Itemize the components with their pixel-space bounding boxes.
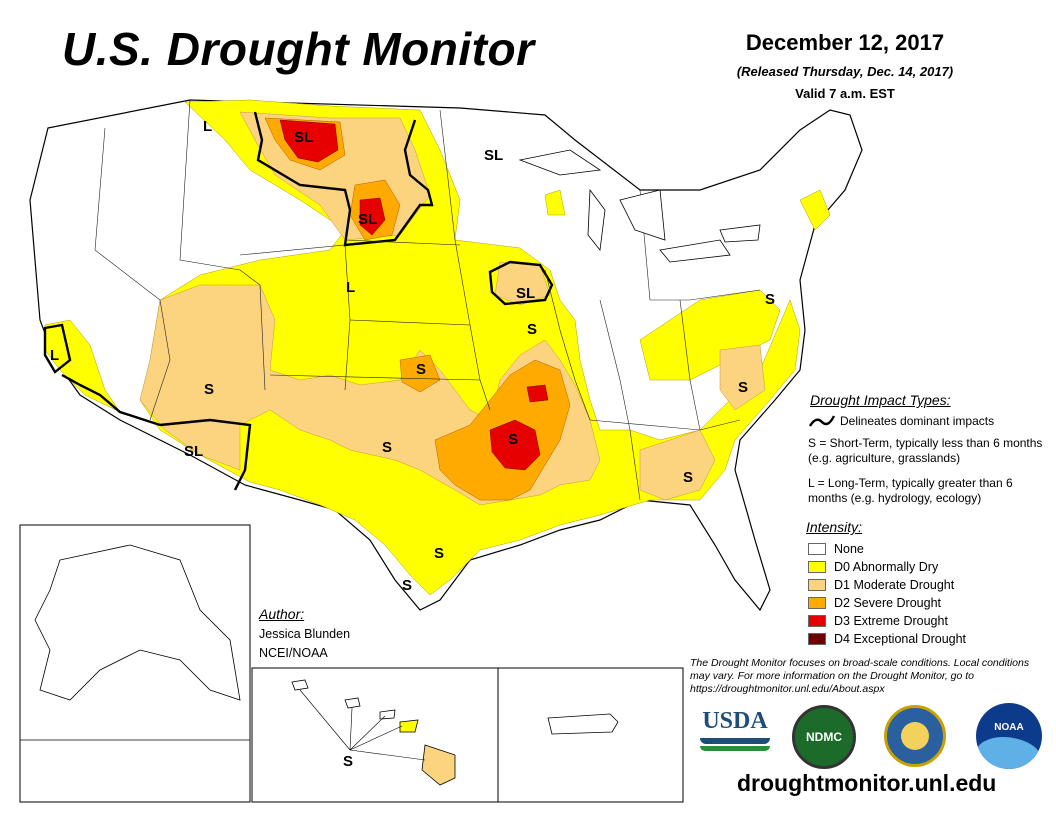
noaa-logo-text: NOAA (994, 721, 1024, 733)
label-hi-s: S (343, 753, 353, 770)
legend-label: D3 Extreme Drought (834, 614, 948, 628)
state-lines (94, 99, 761, 501)
disclaimer-note: The Drought Monitor focuses on broad-sca… (690, 657, 1030, 695)
label-mt-sl: SL (294, 129, 313, 146)
great-lakes (518, 149, 761, 263)
author-title: Author: (259, 606, 305, 622)
label-ne-l: L (346, 279, 355, 296)
label-tx-s1: S (382, 439, 392, 456)
impact-line-sample (808, 415, 836, 427)
legend-label: D2 Severe Drought (834, 596, 942, 610)
map-date: December 12, 2017 (745, 30, 945, 55)
map-labels: SL SL SL SL SL S L L L S S S S S S S S S (50, 118, 775, 594)
legend-swatch (808, 561, 826, 573)
legend-swatch (808, 615, 826, 627)
intensity-legend: None D0 Abnormally Dry D1 Moderate Droug… (808, 540, 966, 648)
noaa-logo: NOAA (976, 703, 1042, 769)
impact-short-term: S = Short-Term, typically less than 6 mo… (808, 436, 1043, 465)
label-nc-s: S (738, 379, 748, 396)
impact-types-title: Drought Impact Types: (810, 392, 951, 408)
legend-swatch (808, 597, 826, 609)
hawaii-islands (291, 679, 456, 786)
label-tx-s3: S (402, 577, 412, 594)
doc-seal-logo (884, 705, 946, 767)
d3-regions (279, 119, 549, 471)
usda-logo-text: USDA (702, 708, 768, 734)
label-ar-s: S (508, 431, 518, 448)
label-ia-sl: SL (516, 285, 535, 302)
label-mn-sl: SL (484, 147, 503, 164)
label-mo-s: S (527, 321, 537, 338)
legend-item: D0 Abnormally Dry (808, 558, 966, 576)
impact-line-label: Delineates dominant impacts (840, 414, 995, 428)
label-tx-s2: S (434, 545, 444, 562)
legend-item: None (808, 540, 966, 558)
label-ks-s: S (416, 361, 426, 378)
label-az-sl: SL (184, 443, 203, 460)
legend-item: D3 Extreme Drought (808, 612, 966, 630)
legend-label: D1 Moderate Drought (834, 578, 955, 592)
legend-swatch (808, 543, 826, 555)
label-nm-s: S (204, 381, 214, 398)
legend-item: D2 Severe Drought (808, 594, 966, 612)
d0-regions (44, 99, 831, 596)
label-sd-sl: SL (358, 211, 377, 228)
author-name: Jessica Blunden (259, 627, 351, 641)
page-title: U.S. Drought Monitor (62, 23, 535, 75)
alaska-outline (34, 544, 241, 701)
valid-time: Valid 7 a.m. EST (795, 86, 895, 101)
label-md-s: S (765, 291, 775, 308)
hawaii-inset (251, 667, 499, 803)
ndmc-logo-text: NDMC (806, 730, 842, 744)
usda-logo: USDA (700, 708, 770, 760)
legend-label: None (834, 542, 864, 556)
label-ga-s: S (683, 469, 693, 486)
intensity-title: Intensity: (806, 519, 863, 535)
impact-lines (43, 111, 554, 491)
impact-long-term: L = Long-Term, typically greater than 6 … (808, 476, 1013, 505)
legend-item: D4 Exceptional Drought (808, 630, 966, 648)
legend-item: D1 Moderate Drought (808, 576, 966, 594)
legend-label: D0 Abnormally Dry (834, 560, 939, 574)
legend-swatch (808, 579, 826, 591)
legend-label: D4 Exceptional Drought (834, 632, 967, 646)
puerto-rico-outline (547, 713, 619, 735)
impact-line-legend: Delineates dominant impacts (808, 414, 994, 429)
label-ca-l: L (50, 347, 59, 364)
puerto-rico-inset (497, 667, 684, 803)
release-date: (Released Thursday, Dec. 14, 2017) (736, 64, 954, 79)
site-url: droughtmonitor.unl.edu (737, 770, 997, 796)
author-org: NCEI/NOAA (259, 646, 328, 660)
legend-swatch (808, 633, 826, 645)
ndmc-logo: NDMC (792, 705, 856, 769)
label-nw-l: L (203, 118, 212, 135)
